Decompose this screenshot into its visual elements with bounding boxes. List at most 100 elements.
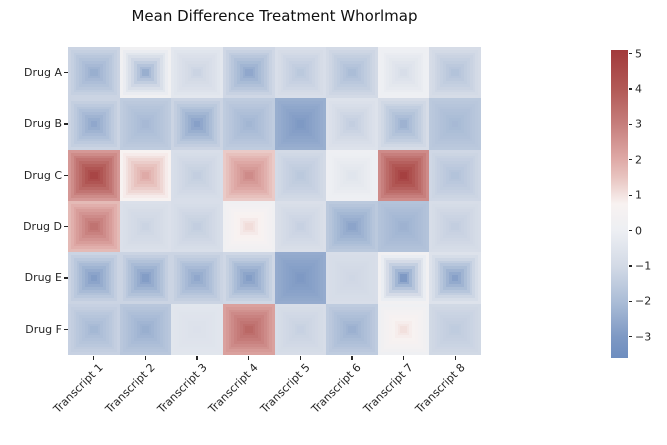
heatmap-cell: [275, 47, 326, 98]
heatmap-cell: [68, 304, 120, 355]
heatmap-cell: [429, 47, 481, 98]
y-tick-mark: [64, 328, 68, 330]
whorl-band: [348, 69, 356, 76]
whorl-band: [193, 120, 201, 128]
heatmap-cell: [68, 252, 120, 304]
whorl-band: [400, 326, 407, 333]
chart-title: Mean Difference Treatment Whorlmap: [131, 7, 418, 25]
x-tick-label: Transcript 2: [102, 361, 158, 416]
whorl-band: [90, 172, 98, 179]
heatmap-cell: [378, 98, 429, 150]
x-tick-label: Transcript 1: [51, 361, 107, 416]
whorl-band: [90, 69, 98, 76]
heatmap-cell: [223, 98, 275, 150]
whorl-band: [451, 69, 459, 76]
whorl-band: [245, 172, 253, 179]
whorl-band: [451, 326, 459, 333]
whorl-band: [90, 223, 98, 230]
whorl-band: [245, 274, 253, 282]
heatmap-cell: [326, 98, 378, 150]
whorl-band: [297, 172, 304, 179]
y-tick-label: Drug F: [25, 322, 62, 336]
x-tick-label: Transcript 5: [257, 361, 313, 416]
heatmap-cell: [378, 252, 429, 304]
y-tick-mark: [64, 277, 68, 279]
whorl-band: [193, 223, 201, 230]
x-tick-label: Transcript 6: [309, 361, 365, 416]
colorbar-tick-mark: [628, 336, 632, 338]
whorl-band: [142, 69, 149, 76]
heatmap-cell: [223, 201, 275, 252]
x-tick-mark: [93, 356, 95, 360]
whorl-band: [193, 326, 201, 333]
heatmap-cell: [378, 304, 429, 355]
y-tick-mark: [64, 123, 68, 125]
whorl-band: [400, 120, 407, 128]
colorbar-tick-label: −2: [635, 294, 652, 308]
heatmap-cell: [223, 252, 275, 304]
y-tick-mark: [64, 174, 68, 176]
whorl-band: [245, 120, 253, 128]
colorbar-tick-mark: [628, 52, 632, 55]
y-tick-mark: [64, 226, 68, 228]
colorbar-tick-mark: [628, 300, 632, 302]
whorl-band: [297, 274, 304, 282]
whorl-band: [245, 223, 253, 230]
x-tick-mark: [144, 356, 147, 360]
heatmap-cell: [275, 252, 326, 304]
heatmap-cell: [429, 304, 481, 355]
heatmap-cell: [326, 47, 378, 98]
colorbar-tick-mark: [628, 265, 632, 267]
heatmap-cell: [275, 201, 326, 252]
heatmap-cell: [223, 47, 275, 98]
whorl-band: [451, 274, 459, 282]
heatmap-cell: [378, 47, 429, 98]
x-tick-mark: [299, 356, 301, 360]
colorbar-tick-label: 5: [635, 47, 642, 61]
colorbar-tick-mark: [628, 194, 632, 196]
x-tick-mark: [248, 356, 250, 360]
whorl-band: [400, 69, 407, 76]
heatmap-cell: [68, 47, 120, 98]
heatmap-cell: [429, 150, 481, 201]
heatmap-cell: [171, 252, 223, 304]
whorl-band: [451, 120, 459, 128]
heatmap-cell: [378, 150, 429, 201]
heatmap-cell: [120, 98, 171, 150]
heatmap-cell: [326, 252, 378, 304]
heatmap-cell: [326, 304, 378, 355]
heatmap-cell: [326, 150, 378, 201]
colorbar-tick-mark: [628, 123, 632, 125]
whorl-band: [400, 223, 407, 230]
colorbar-tick-label: 3: [635, 117, 642, 131]
colorbar-tick-label: −3: [635, 330, 652, 344]
whorl-band: [245, 326, 253, 333]
heatmap-cell: [378, 201, 429, 252]
whorl-band: [297, 223, 304, 230]
whorl-band: [348, 172, 356, 179]
whorl-band: [90, 274, 98, 282]
heatmap-cell: [120, 150, 171, 201]
heatmap-cell: [120, 47, 171, 98]
whorl-band: [348, 223, 356, 230]
heatmap-cell: [429, 201, 481, 252]
whorl-band: [142, 326, 149, 333]
x-tick-label: Transcript 3: [154, 361, 210, 416]
x-tick-label: Transcript 7: [360, 361, 416, 416]
heatmap-cell: [171, 304, 223, 355]
heatmap-cell: [68, 98, 120, 150]
y-tick-label: Drug A: [24, 66, 62, 79]
whorl-band: [348, 326, 356, 333]
heatmap-cell: [326, 201, 378, 252]
x-tick-label: Transcript 4: [206, 361, 261, 416]
y-tick-mark: [64, 72, 68, 74]
heatmap-cell: [429, 98, 481, 150]
colorbar-tick-mark: [628, 88, 632, 90]
colorbar-tick-label: 2: [635, 153, 642, 167]
heatmap-cell: [275, 304, 326, 355]
heatmap-cell: [120, 252, 171, 304]
heatmap-cell: [68, 150, 120, 201]
x-tick-mark: [351, 356, 353, 360]
y-tick-label: Drug C: [23, 168, 62, 182]
